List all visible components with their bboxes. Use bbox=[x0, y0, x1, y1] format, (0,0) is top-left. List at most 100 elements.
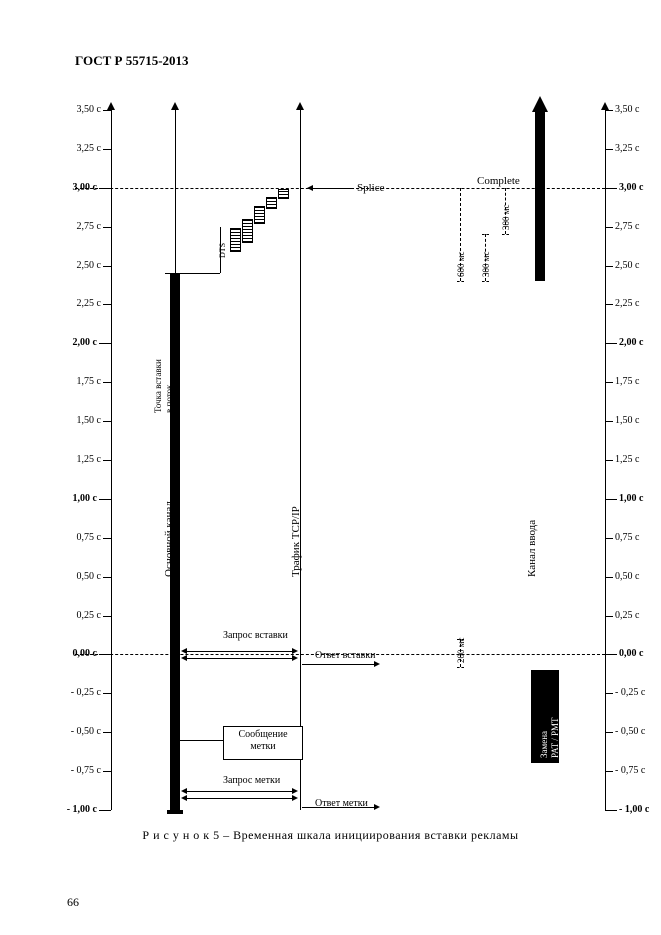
tick bbox=[605, 577, 613, 578]
tick bbox=[605, 538, 613, 539]
axis-label-left: 2,25 с bbox=[77, 298, 101, 309]
axis-label-right: 2,25 с bbox=[615, 298, 639, 309]
axis-arrow bbox=[107, 102, 115, 110]
axis-label-left: 2,00 с bbox=[73, 337, 97, 348]
main-channel-cap bbox=[167, 810, 183, 814]
main-channel-line bbox=[175, 110, 176, 273]
tick bbox=[605, 149, 613, 150]
axis-label-right: - 0,50 с bbox=[615, 726, 645, 737]
timeline-plot: - 1,00 с- 1,00 с- 0,75 с- 0,75 с- 0,50 с… bbox=[75, 110, 605, 810]
dts-step-v bbox=[220, 227, 221, 274]
insert-point-label: Точка вставки bbox=[153, 360, 163, 414]
bracket-600-cap bbox=[457, 281, 464, 283]
bracket-200-label: 200 мс bbox=[456, 637, 466, 662]
tick bbox=[103, 227, 111, 228]
req-label-2-ar bbox=[292, 795, 298, 801]
bracket-300b-label: 300 мс bbox=[501, 205, 511, 230]
msg-conn-left bbox=[180, 740, 223, 741]
axis-label-left: 1,00 с bbox=[73, 493, 97, 504]
tick bbox=[605, 110, 613, 111]
ans-label-ar bbox=[374, 804, 380, 810]
req-label-1-al bbox=[181, 788, 187, 794]
tick bbox=[99, 810, 111, 811]
tick bbox=[103, 693, 111, 694]
axis-label-left: 1,25 с bbox=[77, 454, 101, 465]
axis-label-left: - 1,00 с bbox=[67, 804, 97, 815]
req-label-2-al bbox=[181, 795, 187, 801]
ans-insert-ar bbox=[374, 661, 380, 667]
tick bbox=[605, 771, 613, 772]
tick bbox=[103, 538, 111, 539]
caption-prefix: Р и с у н о к 5 – bbox=[142, 828, 233, 842]
tick bbox=[605, 343, 617, 344]
complete-label: Complete bbox=[477, 175, 520, 187]
bracket-600-label: 600 мс bbox=[456, 252, 466, 277]
page-number: 66 bbox=[67, 895, 79, 910]
req-insert-2-al bbox=[181, 655, 187, 661]
tick bbox=[103, 382, 111, 383]
insert-point-label: в поток bbox=[164, 385, 174, 413]
tick bbox=[605, 460, 613, 461]
label-otvet_vstavki: Ответ вставки bbox=[315, 650, 376, 661]
req-insert-1-line bbox=[186, 651, 293, 652]
tick bbox=[99, 343, 111, 344]
bracket-300b-cap bbox=[502, 234, 509, 236]
tick bbox=[605, 616, 613, 617]
axis-label-left: 0,75 с bbox=[77, 532, 101, 543]
tick bbox=[605, 266, 613, 267]
axis-label-left: - 0,75 с bbox=[71, 765, 101, 776]
tick bbox=[99, 499, 111, 500]
axis-label-right: 0,00 с bbox=[619, 648, 643, 659]
axis-label-right: 0,75 с bbox=[615, 532, 639, 543]
dts-block bbox=[242, 219, 253, 243]
tick bbox=[103, 110, 111, 111]
axis-label-right: 1,25 с bbox=[615, 454, 639, 465]
bracket-300a-cap bbox=[482, 281, 489, 283]
axis-label-right: 3,50 с bbox=[615, 104, 639, 115]
axis-label-left: 1,50 с bbox=[77, 415, 101, 426]
tick bbox=[605, 188, 617, 189]
bracket-600-cap bbox=[457, 188, 464, 190]
tick bbox=[103, 266, 111, 267]
main-channel-arrow bbox=[171, 102, 179, 110]
req-label-2-line bbox=[186, 798, 293, 799]
req-insert-1-ar bbox=[292, 648, 298, 654]
tcpip-arrow bbox=[296, 102, 304, 110]
axis-label-right: 1,50 с bbox=[615, 415, 639, 426]
axis-label-left: 3,25 с bbox=[77, 143, 101, 154]
axis-label-right: 1,00 с bbox=[619, 493, 643, 504]
axis-label-left: 0,25 с bbox=[77, 610, 101, 621]
axis-label-right: 3,00 с bbox=[619, 182, 643, 193]
main-channel-label: Основной канал bbox=[163, 501, 175, 577]
axis-label-right: 2,50 с bbox=[615, 260, 639, 271]
input-channel-bar bbox=[535, 110, 545, 281]
tick bbox=[103, 732, 111, 733]
tick bbox=[103, 304, 111, 305]
req-insert-1-al bbox=[181, 648, 187, 654]
axis-label-right: 0,50 с bbox=[615, 571, 639, 582]
axis-label-right: 2,75 с bbox=[615, 221, 639, 232]
axis-label-right: - 0,25 с bbox=[615, 687, 645, 698]
axis-label-right: 0,25 с bbox=[615, 610, 639, 621]
axis-label-left: 3,00 с bbox=[73, 182, 97, 193]
axis-label-left: 0,50 с bbox=[77, 571, 101, 582]
document-header: ГОСТ Р 55715-2013 bbox=[75, 53, 189, 69]
tick bbox=[103, 149, 111, 150]
tick bbox=[103, 577, 111, 578]
label-zapros_metki: Запрос метки bbox=[223, 775, 280, 786]
bracket-300b-cap bbox=[502, 188, 509, 190]
splice-label: Splice bbox=[357, 182, 385, 194]
axis-arrow bbox=[601, 102, 609, 110]
tick bbox=[605, 810, 617, 811]
tcpip-label: Трафик TCP/IP bbox=[290, 506, 302, 577]
bracket-300a-cap bbox=[482, 234, 489, 236]
tick bbox=[99, 654, 111, 655]
ans-insert-line bbox=[302, 664, 375, 665]
dts-block bbox=[278, 189, 289, 199]
tick bbox=[103, 460, 111, 461]
tick bbox=[605, 499, 617, 500]
dts-block bbox=[266, 197, 277, 209]
req-label-1-line bbox=[186, 791, 293, 792]
axis-label-right: 3,25 с bbox=[615, 143, 639, 154]
axis-label-left: 0,00 с bbox=[73, 648, 97, 659]
